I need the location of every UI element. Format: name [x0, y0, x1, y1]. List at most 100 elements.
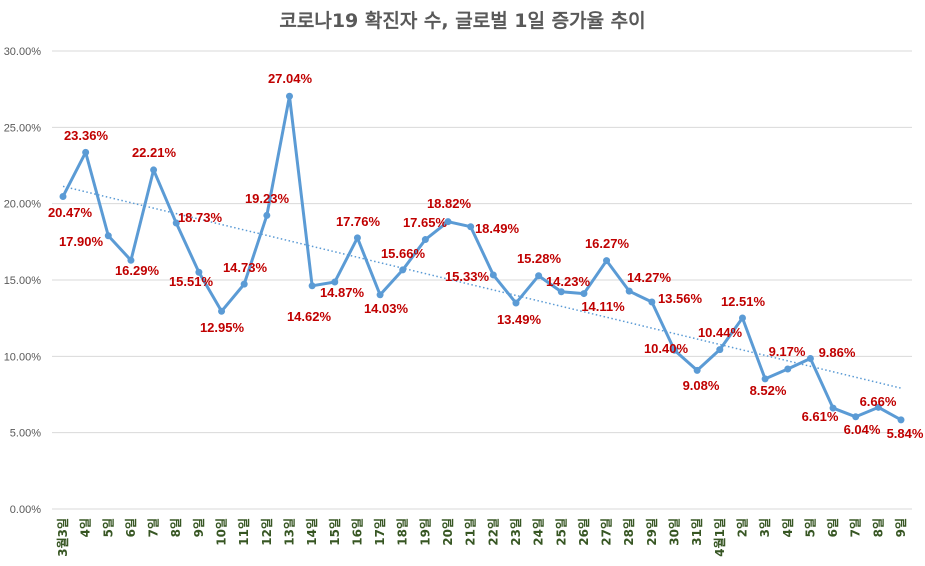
data-point — [399, 266, 407, 274]
y-tick-label: 15.00% — [4, 275, 42, 287]
x-tick-label: 8일 — [169, 518, 183, 537]
x-tick-label: 18일 — [396, 518, 410, 546]
data-label: 22.21% — [132, 145, 177, 160]
x-tick-label: 10일 — [215, 518, 229, 546]
data-label: 9.08% — [683, 378, 720, 393]
x-tick-label: 2일 — [735, 518, 749, 537]
data-point — [127, 256, 135, 264]
data-label: 14.73% — [223, 260, 268, 275]
data-label: 15.33% — [445, 269, 490, 284]
series-line — [61, 94, 902, 422]
data-point — [852, 413, 860, 421]
x-tick-label: 12일 — [260, 518, 274, 546]
data-label: 14.11% — [581, 299, 625, 314]
data-label: 8.52% — [750, 383, 787, 398]
data-point — [512, 299, 520, 307]
x-tick-label: 5일 — [803, 518, 817, 537]
data-label: 14.27% — [627, 270, 672, 285]
data-point — [263, 211, 271, 219]
data-point — [693, 366, 701, 374]
data-label: 18.49% — [475, 221, 520, 236]
data-label: 18.82% — [427, 196, 472, 211]
data-point — [218, 307, 226, 315]
x-tick-label: 23일 — [509, 518, 523, 546]
x-tick-label: 17일 — [373, 518, 387, 546]
data-label: 14.87% — [320, 285, 365, 300]
data-point — [150, 166, 158, 174]
x-tick-label: 14일 — [305, 518, 319, 546]
y-tick-label: 25.00% — [4, 122, 42, 134]
x-tick-label: 20일 — [441, 518, 455, 546]
data-label: 6.04% — [844, 422, 881, 437]
x-tick-label: 6일 — [124, 518, 138, 537]
x-tick-label: 3일 — [758, 518, 772, 537]
data-point — [376, 291, 384, 299]
x-tick-label: 9일 — [894, 518, 908, 537]
data-label: 10.44% — [698, 325, 743, 340]
x-tick-label: 24일 — [532, 518, 546, 546]
data-label: 15.66% — [381, 246, 426, 261]
data-label: 13.56% — [658, 291, 703, 306]
y-tick-label: 10.00% — [4, 351, 42, 363]
x-tick-label: 9일 — [192, 518, 206, 537]
x-tick-label: 11일 — [237, 518, 251, 546]
x-tick-label: 3월3일 — [55, 518, 70, 557]
data-point — [557, 288, 565, 296]
data-point — [421, 236, 429, 244]
x-tick-label: 22일 — [486, 518, 500, 546]
data-point — [240, 280, 248, 288]
data-point — [580, 290, 588, 298]
x-tick-label: 5일 — [101, 518, 115, 537]
data-label: 17.76% — [336, 214, 381, 229]
x-tick-label: 21일 — [464, 518, 478, 546]
x-tick-label: 30일 — [668, 518, 682, 546]
y-tick-label: 5.00% — [10, 428, 41, 440]
y-tick-label: 20.00% — [4, 199, 42, 211]
data-label: 13.49% — [497, 312, 542, 327]
data-label: 18.73% — [178, 210, 223, 225]
data-point — [535, 272, 543, 280]
data-label: 14.03% — [364, 301, 409, 316]
data-label: 27.04% — [268, 71, 313, 86]
data-point — [489, 271, 497, 279]
x-tick-label: 27일 — [600, 518, 614, 546]
data-label: 16.29% — [115, 263, 160, 278]
x-tick-label: 25일 — [554, 518, 568, 546]
data-label: 15.28% — [517, 251, 562, 266]
x-tick-label: 8일 — [871, 518, 885, 537]
x-tick-label: 7일 — [147, 518, 161, 537]
data-label: 19.23% — [245, 191, 290, 206]
data-point — [172, 219, 180, 227]
data-label: 12.95% — [200, 320, 245, 335]
data-label: 16.27% — [585, 236, 630, 251]
x-tick-label: 26일 — [577, 518, 591, 546]
data-point — [874, 403, 882, 411]
x-tick-label: 19일 — [418, 518, 432, 546]
data-label: 9.86% — [819, 345, 856, 360]
x-tick-label: 4일 — [781, 518, 795, 537]
data-label: 23.36% — [64, 128, 109, 143]
data-point — [444, 218, 452, 226]
data-point — [829, 404, 837, 412]
x-tick-label: 7일 — [849, 518, 863, 537]
data-point — [308, 282, 316, 290]
data-point — [82, 148, 90, 156]
data-point — [648, 298, 656, 306]
data-label: 6.61% — [802, 409, 839, 424]
x-tick-label: 15일 — [328, 518, 342, 546]
data-point — [671, 346, 679, 354]
data-point — [467, 223, 475, 231]
x-tick-label: 13일 — [282, 518, 296, 546]
data-label: 15.51% — [169, 274, 214, 289]
data-label: 6.66% — [860, 394, 897, 409]
y-tick-label: 0.00% — [10, 504, 41, 516]
x-tick-label: 31일 — [690, 518, 704, 546]
x-tick-label: 6일 — [826, 518, 840, 537]
data-label: 14.23% — [546, 274, 591, 289]
data-label: 17.90% — [59, 234, 104, 249]
data-point — [716, 346, 724, 354]
data-label: 10.40% — [644, 341, 689, 356]
data-point — [195, 268, 203, 276]
data-point — [603, 257, 611, 265]
